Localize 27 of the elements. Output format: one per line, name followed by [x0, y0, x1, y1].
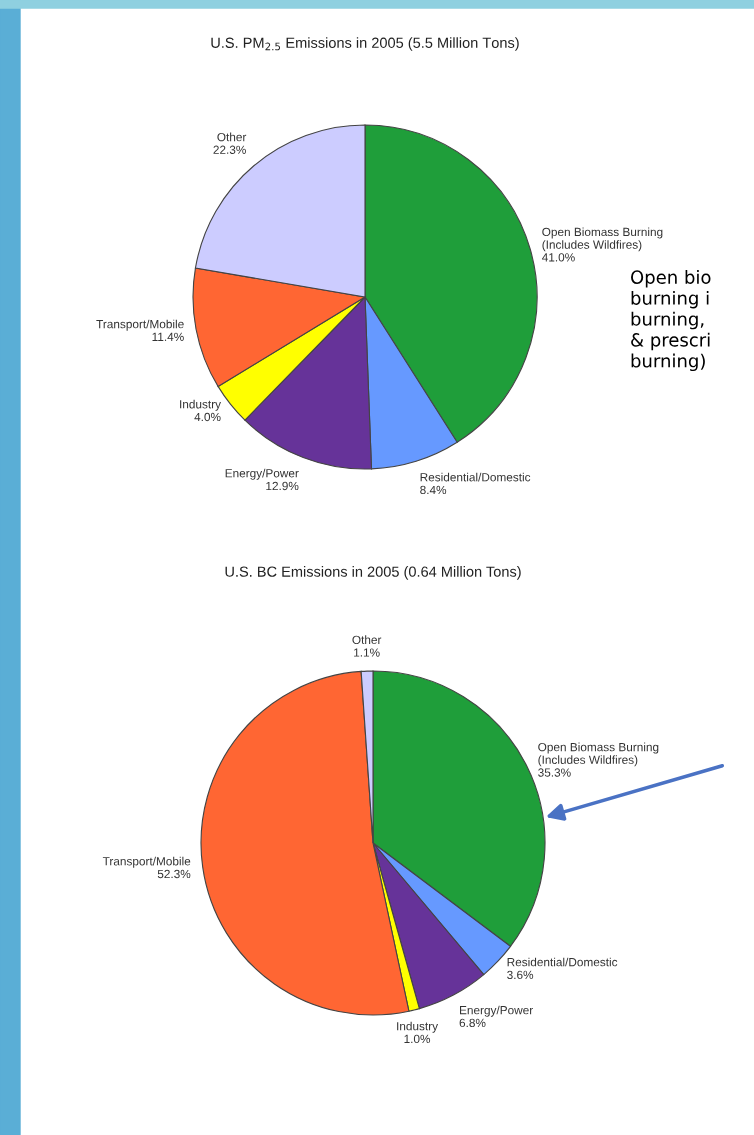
data-label: 4.0%	[194, 412, 221, 422]
slice-label: Other	[352, 635, 382, 645]
slice-label: Residential/Domestic	[420, 472, 531, 482]
data-label: 6.8%	[459, 1018, 486, 1028]
chart-title: U.S. BC Emissions in 2005 (0.64 Million Tons)	[225, 566, 521, 580]
slice-label: Energy/Power	[225, 468, 299, 480]
text: Open bio burning i burning, & prescri burning)	[631, 270, 711, 372]
data-label: 8.4%	[420, 485, 447, 495]
data-label: 1.1%	[354, 648, 380, 657]
slice-label: Transport/Mobile	[96, 319, 184, 331]
data-label: 41.0%	[542, 253, 575, 262]
data-label: 22.3%	[213, 145, 246, 154]
data-label: 11.4%	[152, 332, 184, 341]
slice-label: Open Biomass Burning (Includes Wildfires)	[538, 742, 659, 767]
slice-label: Industry	[397, 1021, 439, 1033]
slice-label: Energy/Power	[460, 1005, 533, 1017]
data-label: 12.9%	[266, 481, 299, 491]
data-label: 3.6%	[507, 970, 534, 980]
slice-label: Residential/Domestic	[507, 957, 618, 967]
data-label: 52.3%	[157, 869, 191, 879]
slice-label: Transport/Mobile	[102, 856, 191, 868]
slice-label: Open Biomass Burning (Includes Wildfires)	[542, 227, 663, 252]
slice-label: Industry	[180, 399, 221, 411]
slice-label: Other	[217, 132, 247, 142]
chart-title: U.S. PM$_{2.5}$ Emissions in 2005 (5.5 Million Tons)	[211, 37, 519, 51]
data-label: 35.3%	[538, 768, 571, 777]
data-label: 1.0%	[404, 1034, 431, 1044]
